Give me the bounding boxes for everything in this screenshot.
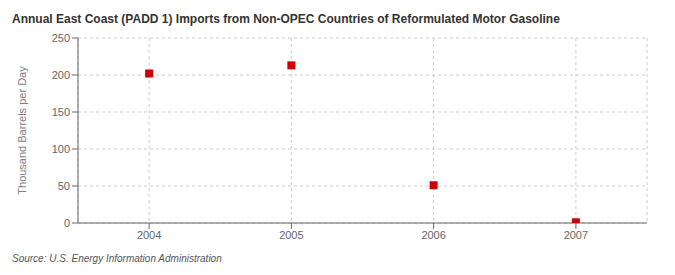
svg-text:2007: 2007 bbox=[564, 229, 588, 241]
html-text:Source: U.S. Energy Informatio: Source: U.S. Energy Information Administ… bbox=[12, 253, 222, 264]
svg-text:2006: 2006 bbox=[421, 229, 445, 241]
svg-text:2004: 2004 bbox=[137, 229, 161, 241]
svg-text:150: 150 bbox=[52, 106, 70, 118]
svg-text:Thousand Barrels per Day: Thousand Barrels per Day bbox=[16, 66, 28, 195]
svg-text:2005: 2005 bbox=[279, 229, 303, 241]
svg-text:50: 50 bbox=[58, 180, 70, 192]
svg-text:250: 250 bbox=[52, 32, 70, 44]
svg-text:0: 0 bbox=[64, 217, 70, 229]
svg-text:100: 100 bbox=[52, 143, 70, 155]
svg-text:200: 200 bbox=[52, 69, 70, 81]
html-text:Annual East Coast (PADD 1) Imp: Annual East Coast (PADD 1) Imports from … bbox=[12, 12, 560, 26]
